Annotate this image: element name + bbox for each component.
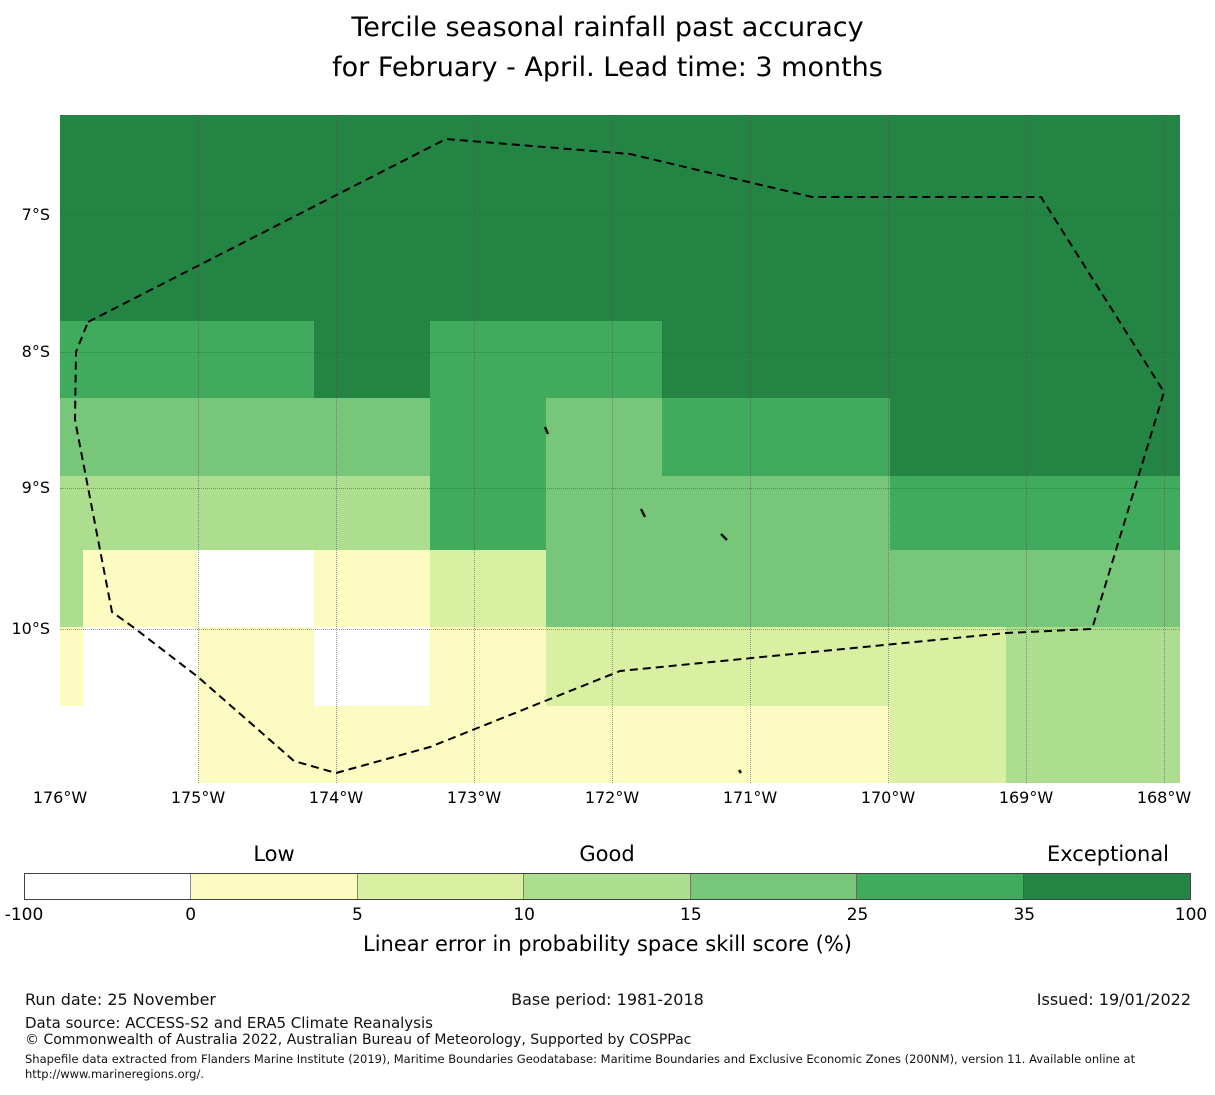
run-date-text: Run date: 25 November [25,990,216,1009]
skill-map [60,115,1180,783]
map-cell-skill-b35_100 [662,321,1180,398]
colorbar-segment [857,874,1024,899]
map-cell-skill-b0_5 [83,550,198,627]
eez-boundary-layer [73,137,1166,775]
map-cell-skill-b25_35 [60,321,314,398]
longitude-gridline [1164,115,1165,783]
island-marks [543,426,743,774]
map-cell-skill-none [314,627,430,706]
map-cell-skill-b10_15 [60,550,83,627]
longitude-gridline [888,115,889,783]
latitude-gridline [60,629,1180,630]
y-tick-label: 7°S [21,205,50,224]
island-mark [639,508,647,518]
x-tick-label: 175°W [170,788,226,807]
y-tick-label: 10°S [11,619,50,638]
shapefile-url: http://www.marineregions.org/. [25,1067,204,1081]
map-cell-skill-b15_25 [546,398,662,476]
y-tick-label: 8°S [21,342,50,361]
x-tick-label: 172°W [584,788,640,807]
colorbar-tick-label: 15 [680,905,702,925]
colorbar-segment [191,874,358,899]
shapefile-note: Shapefile data extracted from Flanders M… [25,1052,1195,1082]
colorbar-tick-label: 100 [1174,905,1208,925]
latitude-gridline [60,488,1180,489]
map-cell-skill-b10_15 [1006,627,1180,706]
latitude-gridline [60,352,1180,353]
colorbar-segment [25,874,192,899]
colorbar-tick-label: 10 [513,905,535,925]
map-cell-skill-b25_35 [430,321,662,398]
chart-title: Tercile seasonal rainfall past accuracy … [0,8,1215,88]
x-tick-label: 169°W [998,788,1054,807]
map-cell-skill-b35_100 [314,321,430,398]
colorbar-tick-label: 25 [846,905,869,925]
chart-title-line1: Tercile seasonal rainfall past accuracy [351,12,864,43]
y-tick-label: 9°S [21,478,50,497]
colorbar-category-good: Good [579,842,635,866]
map-cell-skill-b25_35 [430,398,546,476]
island-mark [737,769,743,774]
copyright-text: © Commonwealth of Australia 2022, Austra… [25,1032,692,1048]
eez-dashed-boundary [73,137,1166,775]
longitude-gridline [474,115,475,783]
map-cell-skill-b0_5 [430,627,546,706]
colorbar-tick-label: 0 [185,905,197,925]
longitude-gridline [612,115,613,783]
issued-date-text: Issued: 19/01/2022 [1036,990,1191,1009]
base-period-text: Base period: 1981-2018 [511,990,704,1009]
latitude-gridline [60,215,1180,216]
colorbar-tick-label: 5 [352,905,363,925]
island-mark [720,533,728,541]
longitude-gridline [750,115,751,783]
map-cell-skill-b0_5 [198,627,314,706]
chart-title-line2: for February - April. Lead time: 3 month… [332,52,883,83]
colorbar-segment [1023,874,1190,899]
colorbar-segment [690,874,858,899]
map-cell-skill-b35_100 [890,398,1180,476]
longitude-gridline [198,115,199,783]
map-cell-skill-b5_10 [430,550,546,627]
map-cell-skill-b5_10 [890,706,1006,783]
map-cell-skill-none [198,550,314,627]
colorbar-segment [357,874,525,899]
x-tick-label: 171°W [722,788,778,807]
colorbar-segment [524,874,691,899]
colorbar-tick-label: 35 [1013,905,1036,925]
longitude-gridline [1026,115,1027,783]
map-cell-skill-b35_100 [60,115,1180,321]
x-tick-label: 170°W [860,788,916,807]
colorbar-tick-label: -100 [4,905,44,925]
map-cell-skill-b0_5 [198,706,890,783]
x-tick-label: 168°W [1136,788,1192,807]
map-cell-skill-b15_25 [60,398,430,476]
shapefile-note-text: Shapefile data extracted from Flanders M… [25,1052,1136,1066]
data-source-text: Data source: ACCESS-S2 and ERA5 Climate … [25,1014,433,1032]
x-tick-label: 176°W [32,788,88,807]
island-mark [543,426,550,435]
x-tick-label: 173°W [446,788,502,807]
map-cell-skill-b15_25 [546,550,1180,627]
colorbar-category-low: Low [253,842,295,866]
colorbar-category-exceptional: Exceptional [1046,842,1170,866]
x-tick-label: 174°W [308,788,364,807]
map-cell-skill-b0_5 [60,627,83,706]
colorbar [24,873,1191,900]
map-cell-skill-b10_15 [1006,706,1180,783]
colorbar-axis-label: Linear error in probability space skill … [363,932,852,956]
longitude-gridline [336,115,337,783]
map-cell-skill-b25_35 [662,398,890,476]
map-cell-skill-b0_5 [314,550,430,627]
